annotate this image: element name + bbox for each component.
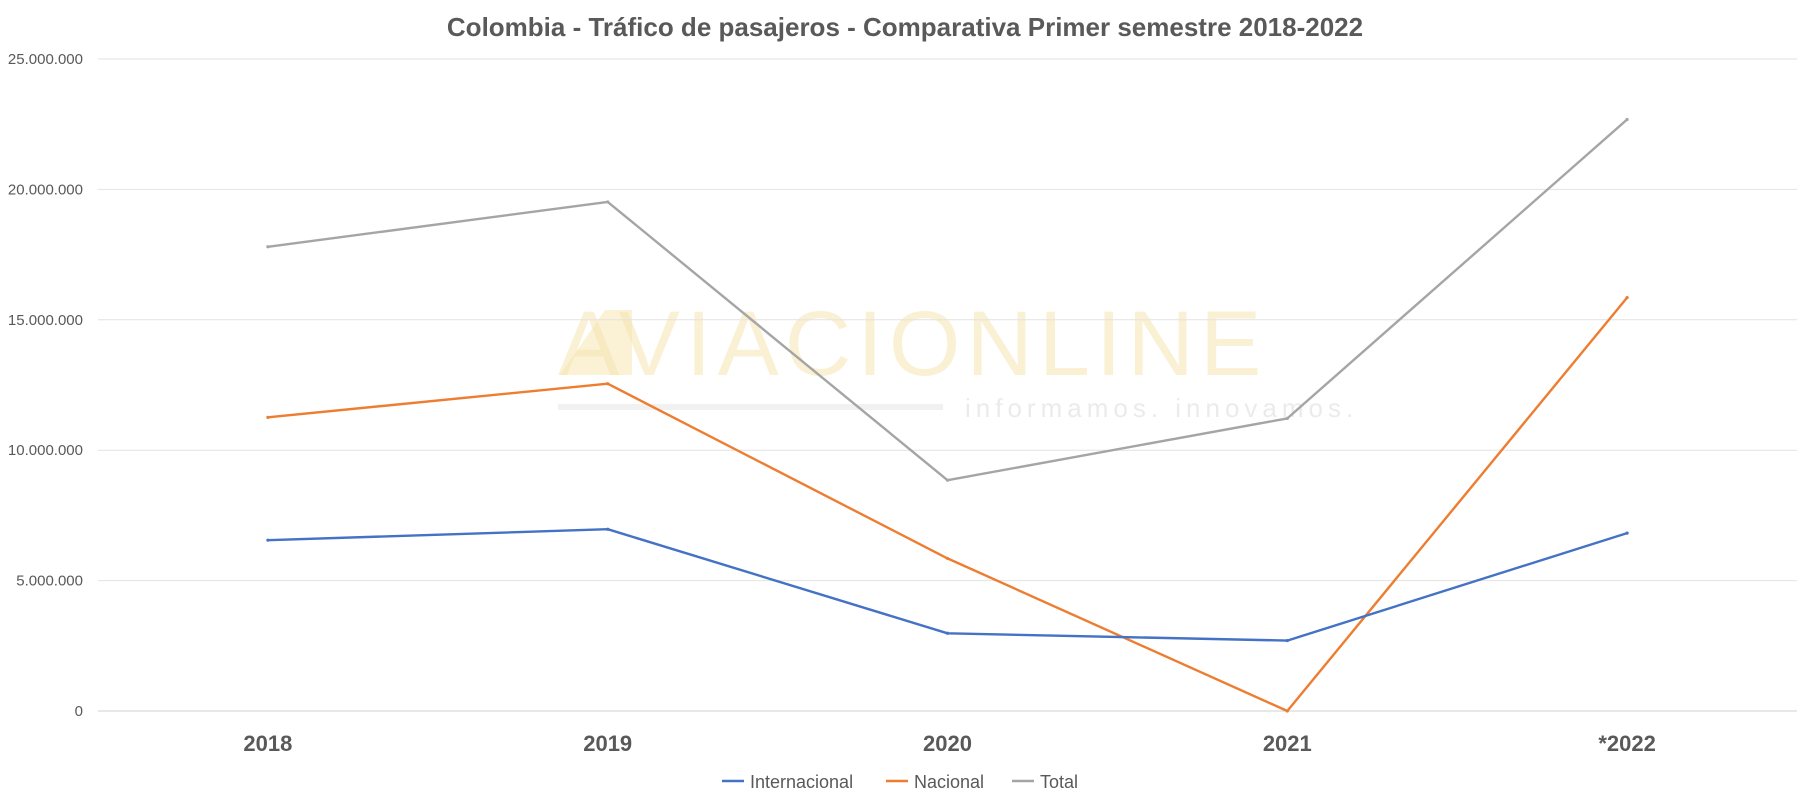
y-tick-label: 25.000.000 [8,51,83,68]
legend-item-nacional: Nacional [886,772,984,792]
y-axis: 0 5.000.000 10.000.000 15.000.000 20.000.000… [8,51,83,720]
data-point-internacional [266,538,270,542]
x-tick-label: 2019 [583,731,632,756]
data-point-nacional [1285,709,1289,713]
series-layer [266,117,1629,713]
data-point-internacional [1625,531,1629,535]
data-point-nacional [266,415,270,419]
data-point-total [1625,117,1629,122]
chart-title: Colombia - Tráfico de pasajeros - Compar… [447,12,1363,42]
y-tick-label: 15.000.000 [8,312,83,329]
y-tick-label: 0 [75,703,83,720]
data-point-nacional [945,556,950,561]
watermark-logo [560,310,632,375]
data-point-nacional [606,382,610,386]
x-tick-label: 2018 [243,731,292,756]
x-tick-label: 2020 [923,731,972,756]
data-point-internacional [945,631,950,635]
gridlines [98,58,1797,712]
y-tick-label: 20.000.000 [8,181,83,198]
data-point-internacional [1285,638,1289,643]
legend-item-total: Total [1012,772,1078,792]
data-point-internacional [606,527,610,531]
x-tick-label: *2022 [1598,731,1656,756]
data-point-total [1285,416,1289,420]
data-point-total [606,200,610,204]
watermark-underline [558,404,943,410]
watermark-brand: AVIACIONLINE [558,293,1267,395]
legend-label: Total [1040,772,1078,792]
x-tick-label: 2021 [1263,731,1312,756]
data-point-nacional [1625,296,1629,300]
legend-label: Internacional [750,772,853,792]
legend: Internacional Nacional Total [722,772,1078,792]
y-tick-label: 10.000.000 [8,442,83,459]
legend-item-internacional: Internacional [722,772,853,792]
y-tick-label: 5.000.000 [16,573,83,590]
watermark: AVIACIONLINE informamos. innovamos. [558,293,1353,423]
legend-label: Nacional [914,772,984,792]
x-axis: 2018 2019 2020 2021 *2022 [243,731,1655,756]
data-point-total [266,245,270,249]
data-point-total [945,478,950,482]
